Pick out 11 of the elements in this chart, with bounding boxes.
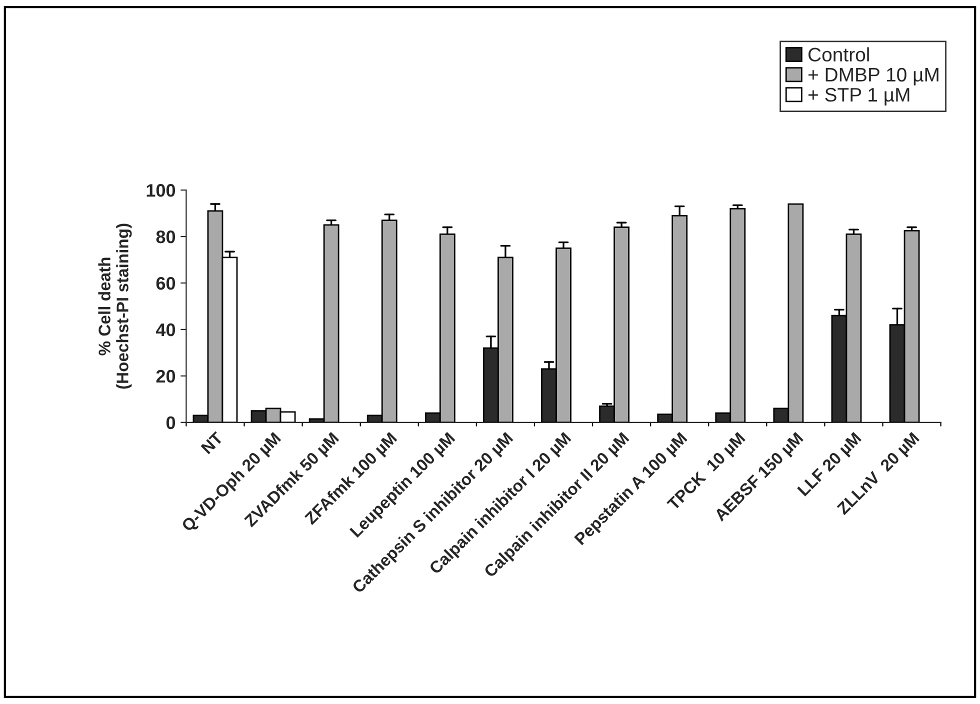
y-tick-label: 60 <box>156 276 176 290</box>
legend-label: + STP 1 µM <box>808 88 910 106</box>
y-axis-title: % Cell death (Hoechst-PI staining) <box>98 224 132 389</box>
legend-label: + DMBP 10 µM <box>808 68 938 86</box>
legend-label: Control <box>808 47 869 62</box>
y-tick-label: 40 <box>156 323 176 336</box>
y-tick-label: 100 <box>146 184 176 197</box>
y-tick-label: 20 <box>156 370 176 383</box>
y-tick-label: 80 <box>156 230 176 244</box>
x-tick-label: NT <box>200 431 224 454</box>
y-tick-label: 0 <box>166 416 176 430</box>
